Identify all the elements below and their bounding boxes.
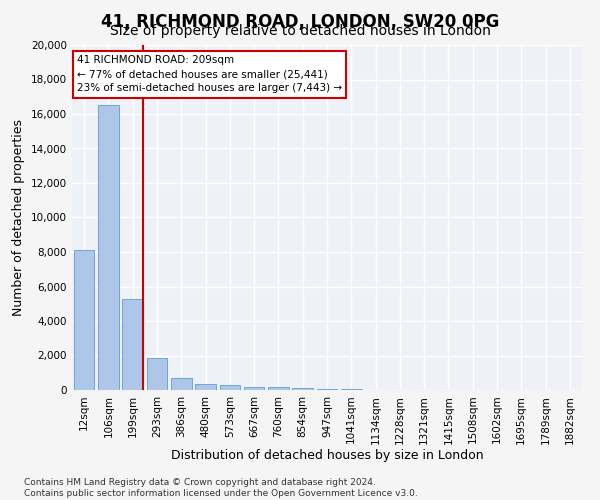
Text: Contains HM Land Registry data © Crown copyright and database right 2024.
Contai: Contains HM Land Registry data © Crown c… (24, 478, 418, 498)
Bar (220, 385, 240, 390)
Bar (74, 250, 94, 390)
Bar (292, 388, 313, 390)
X-axis label: Distribution of detached houses by size in London: Distribution of detached houses by size … (170, 449, 484, 462)
Bar (98, 106, 119, 390)
Y-axis label: Number of detached properties: Number of detached properties (13, 119, 25, 316)
Bar (171, 378, 191, 390)
Text: 41, RICHMOND ROAD, LONDON, SW20 0PG: 41, RICHMOND ROAD, LONDON, SW20 0PG (101, 12, 499, 30)
Text: 41 RICHMOND ROAD: 209sqm
← 77% of detached houses are smaller (25,441)
23% of se: 41 RICHMOND ROAD: 209sqm ← 77% of detach… (77, 56, 342, 94)
Bar (268, 388, 289, 390)
Bar (195, 384, 216, 390)
Bar (122, 298, 143, 390)
Bar (146, 358, 167, 390)
Bar (244, 386, 265, 390)
Bar (317, 389, 337, 390)
Text: Size of property relative to detached houses in London: Size of property relative to detached ho… (110, 24, 490, 38)
